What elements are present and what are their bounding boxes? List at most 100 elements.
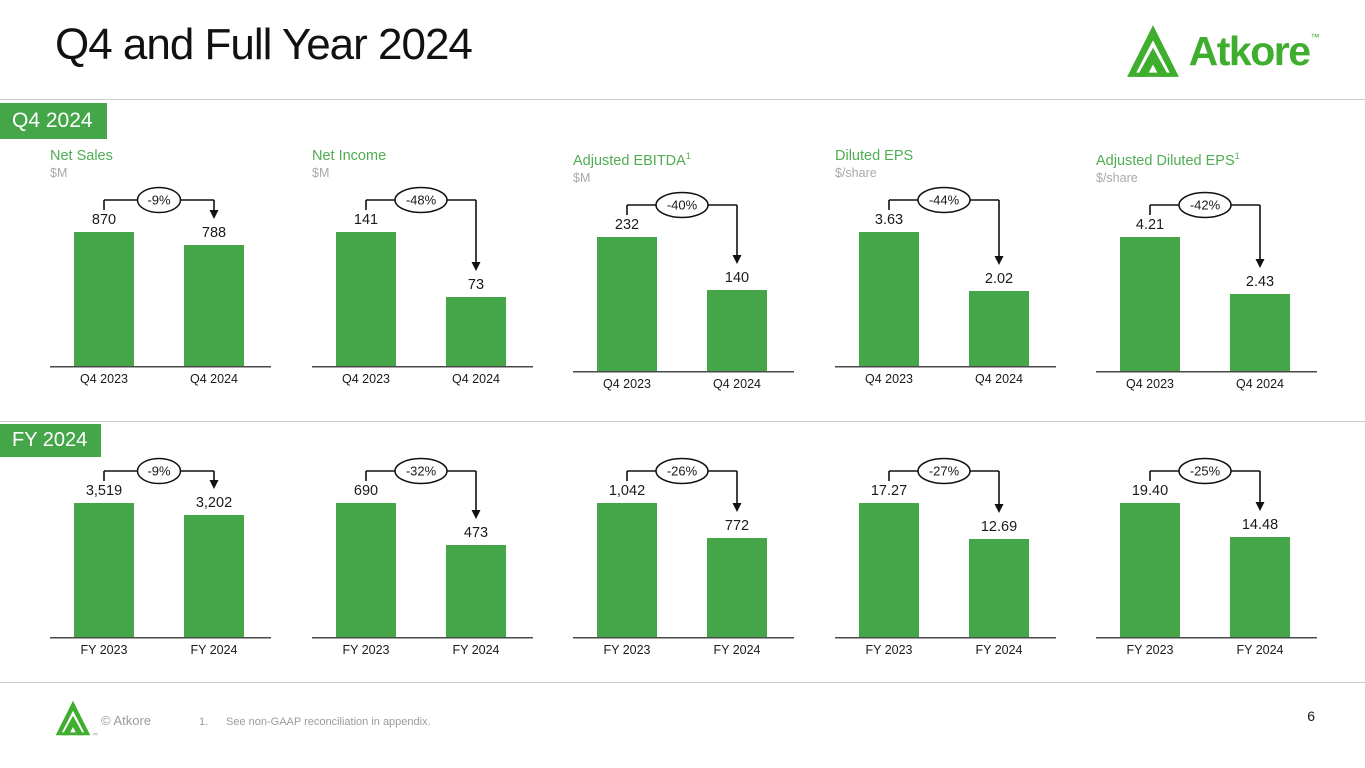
change-badge [1178,457,1232,485]
chart-title: Diluted EPS [835,148,914,164]
bar-chart: -26% 1,042 772 FY 2023 FY 2024 [573,457,794,657]
chart-unit: $M [50,166,68,180]
chart-net-income-q4-2024: Net Income $M -48% 141 73 Q4 2023 Q4 2024 [312,148,533,392]
atkore-triangle-icon [1126,25,1179,77]
axis-label-fy-2023: FY 2023 [80,643,127,657]
axis-label-fy-2023: FY 2023 [603,643,650,657]
axis-label-fy-2024: FY 2024 [452,643,499,657]
axis-label-fy-2023: FY 2023 [1126,643,1173,657]
bar-q4-2024 [446,297,506,366]
axis-label-fy-2024: FY 2024 [1236,643,1283,657]
chart-net-sales-fy-2024: -9% 3,519 3,202 FY 2023 FY 2024 [50,457,271,663]
bar-fy-2024 [446,545,506,637]
page-number: 6 [1307,708,1315,724]
value-label-q4-2024: 73 [468,277,484,293]
chart-unit: $/share [1096,170,1138,185]
header-divider [0,99,1365,100]
section-divider [0,421,1365,422]
value-label-q4-2023: 4.21 [1136,217,1164,233]
arrowhead-down-icon [471,510,481,519]
trademark-symbol: ™ [92,733,98,739]
axis-label-q4-2023: Q4 2023 [342,372,390,386]
axis-label-q4-2023: Q4 2023 [603,377,651,391]
value-label-fy-2023: 1,042 [609,483,645,499]
chart-unit: $/share [835,166,877,180]
footnote-marker: 1 [685,151,691,161]
chart-adjusted-diluted-eps-q4-2024: Adjusted Diluted EPS1 $/share -42% 4.21 2.43… [1096,148,1317,397]
change-value: -32% [406,464,437,479]
change-badge [136,457,182,485]
bar-q4-2023 [1120,236,1180,371]
value-label-q4-2024: 2.02 [985,271,1013,287]
bar-fy-2023 [1120,503,1180,637]
change-value: -27% [929,464,960,479]
axis-label-q4-2024: Q4 2024 [975,372,1023,386]
value-label-fy-2024: 14.48 [1242,517,1278,533]
change-badge [394,457,448,485]
brand-logo: Atkore™ [1126,24,1320,78]
bar-q4-2024 [707,289,767,371]
change-badge [655,191,709,219]
chart-title: Net Income [312,148,387,164]
bar-fy-2024 [969,539,1029,637]
chart-title: Net Sales [50,148,113,164]
change-badge [917,457,971,485]
value-label-q4-2023: 3.63 [875,212,903,228]
axis-label-fy-2024: FY 2024 [713,643,760,657]
value-label-q4-2023: 232 [615,217,639,233]
axis-label-fy-2023: FY 2023 [865,643,912,657]
value-label-fy-2024: 772 [725,518,749,534]
page-title: Q4 and Full Year 2024 [55,20,473,69]
bar-chart: -44% 3.63 2.02 Q4 2023 Q4 2024 [835,186,1056,386]
axis-label-fy-2024: FY 2024 [975,643,1022,657]
axis-label-q4-2024: Q4 2024 [713,377,761,391]
bar-fy-2024 [707,538,767,637]
atkore-triangle-icon-footer [55,700,91,736]
chart-diluted-eps-fy-2024: -27% 17.27 12.69 FY 2023 FY 2024 [835,457,1056,663]
bar-fy-2023 [336,503,396,637]
bar-q4-2024 [1230,293,1290,371]
bar-fy-2023 [597,503,657,637]
arrowhead-down-icon [994,504,1004,513]
bar-fy-2024 [1230,537,1290,637]
bar-q4-2023 [74,232,134,366]
bar-chart: -48% 141 73 Q4 2023 Q4 2024 [312,186,533,386]
chart-adjusted-ebitda-fy-2024: -26% 1,042 772 FY 2023 FY 2024 [573,457,794,663]
value-label-fy-2023: 3,519 [86,483,122,499]
axis-label-fy-2023: FY 2023 [342,643,389,657]
bar-chart: -27% 17.27 12.69 FY 2023 FY 2024 [835,457,1056,657]
arrowhead-down-icon [209,210,219,219]
chart-adjusted-ebitda-q4-2024: Adjusted EBITDA1 $M -40% 232 140 Q4 2023 Q4 20… [573,148,794,397]
chart-title: Adjusted Diluted EPS1 [1096,151,1240,169]
footnote-marker: 1 [1234,151,1240,161]
value-label-fy-2023: 19.40 [1132,483,1168,499]
chart-diluted-eps-q4-2024: Diluted EPS $/share -44% 3.63 2.02 Q4 2023 Q4 … [835,148,1056,392]
bar-chart: -32% 690 473 FY 2023 FY 2024 [312,457,533,657]
change-value: -48% [406,193,437,208]
axis-label-q4-2024: Q4 2024 [190,372,238,386]
chart-unit: $M [312,166,330,180]
trademark-symbol: ™ [1310,31,1320,42]
change-value: -9% [147,193,171,208]
bar-chart: -25% 19.40 14.48 FY 2023 FY 2024 [1096,457,1317,657]
change-badge [917,186,971,214]
change-badge [655,457,709,485]
value-label-fy-2024: 3,202 [196,495,232,511]
footer-divider [0,682,1365,683]
footnote-text: See non-GAAP reconciliation in appendix. [226,716,431,728]
axis-label-q4-2023: Q4 2023 [80,372,128,386]
footnote-number: 1. [199,716,209,728]
value-label-fy-2024: 12.69 [981,519,1017,535]
bar-chart: -40% 232 140 Q4 2023 Q4 2024 [573,191,794,391]
value-label-fy-2024: 473 [464,525,488,541]
bar-q4-2024 [184,245,244,366]
chart-title: Adjusted EBITDA1 [573,151,691,169]
arrowhead-down-icon [471,262,481,271]
bar-q4-2023 [859,232,919,366]
bar-fy-2024 [184,515,244,637]
change-value: -26% [667,464,698,479]
arrowhead-down-icon [732,254,742,264]
change-value: -40% [667,197,698,212]
value-label-q4-2023: 141 [354,212,378,228]
